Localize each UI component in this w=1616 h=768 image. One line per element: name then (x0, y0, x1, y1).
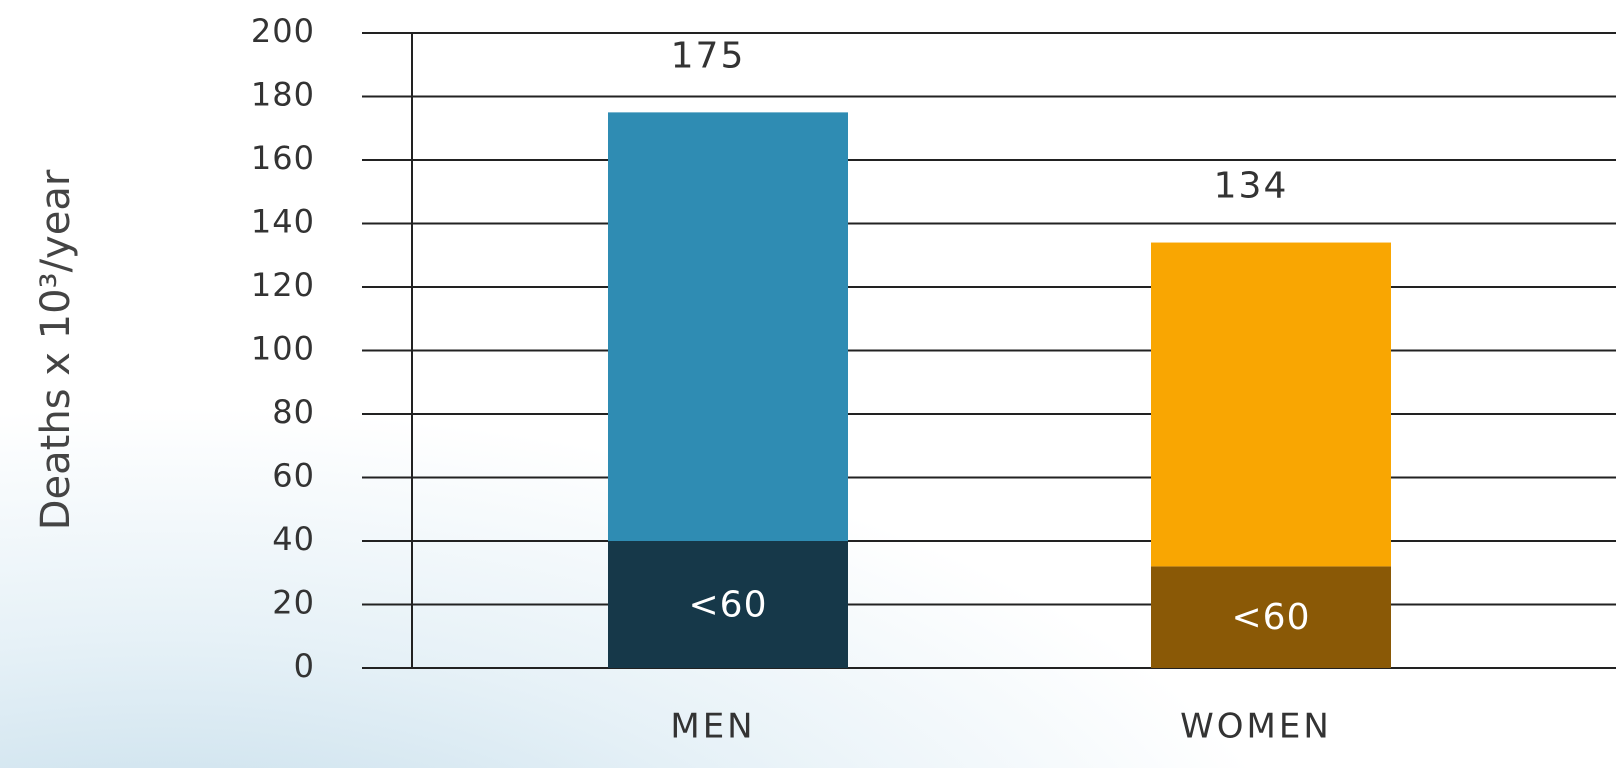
x-tick-label: MEN (670, 707, 755, 747)
y-tick-label: 80 (272, 393, 315, 431)
y-tick-label: 60 (272, 457, 315, 495)
bar-segment (1151, 242, 1391, 567)
bar-segment (1151, 566, 1391, 668)
y-tick-label: 200 (251, 12, 315, 50)
x-tick-label: WOMEN (1180, 707, 1332, 747)
segment-label: <60 (1232, 597, 1311, 638)
y-tick-label: 0 (294, 647, 315, 685)
y-tick-label: 140 (251, 203, 315, 241)
total-label: 134 (1214, 166, 1289, 207)
y-axis-label: Deaths x 10³/year (33, 169, 79, 530)
y-tick-label: 120 (251, 266, 315, 304)
bar-segment (608, 541, 848, 668)
y-tick-label: 180 (251, 76, 315, 114)
segment-label: <60 (689, 585, 768, 626)
y-tick-label: 100 (251, 330, 315, 368)
y-tick-label: 160 (251, 139, 315, 177)
y-tick-label: 20 (272, 584, 315, 622)
total-label: 175 (671, 35, 746, 76)
y-tick-label: 40 (272, 520, 315, 558)
bar-segment (608, 112, 848, 541)
